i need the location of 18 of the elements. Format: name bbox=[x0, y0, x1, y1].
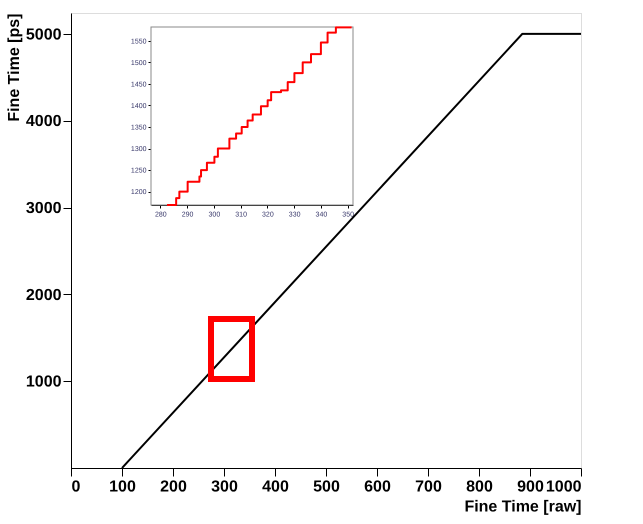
x-tick-label: 700 bbox=[415, 478, 442, 496]
x-tick-label: 900 bbox=[517, 478, 544, 496]
y-tick-label: 5000 bbox=[26, 26, 62, 44]
x-tick-label: 400 bbox=[262, 478, 289, 496]
x-tick-label: 600 bbox=[364, 478, 391, 496]
y-tick-label: 1000 bbox=[26, 374, 62, 391]
y-tick-label: 4000 bbox=[26, 113, 62, 130]
y-tick-label: 3000 bbox=[26, 200, 62, 218]
x-tick-label: 300 bbox=[211, 478, 238, 496]
x-tick-label: 100 bbox=[109, 478, 136, 496]
x-tick-label: 500 bbox=[313, 478, 340, 496]
x-tick-label: 200 bbox=[160, 478, 187, 496]
y-tick-label: 2000 bbox=[26, 286, 62, 304]
x-tick-label: 0 bbox=[72, 478, 80, 496]
x-tick-label: 800 bbox=[466, 478, 493, 496]
x-tick-label: 1000 bbox=[546, 478, 582, 496]
x-axis-title: Fine Time [raw] bbox=[464, 498, 582, 516]
y-axis-title: Fine Time [ps] bbox=[6, 14, 23, 122]
